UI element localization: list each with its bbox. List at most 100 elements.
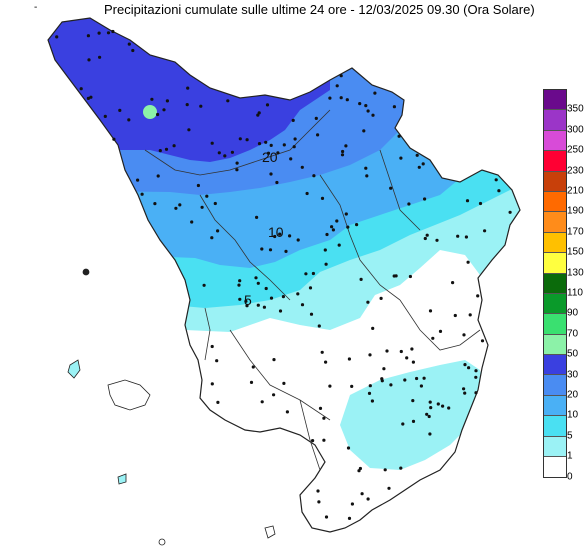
weather-station-dot bbox=[136, 178, 140, 182]
weather-station-dot bbox=[508, 210, 512, 214]
weather-station-dot bbox=[428, 400, 432, 404]
islands bbox=[67, 268, 276, 546]
weather-station-dot bbox=[397, 134, 401, 138]
weather-station-dot bbox=[431, 336, 435, 340]
weather-station-dot bbox=[382, 367, 386, 371]
weather-station-dot bbox=[419, 384, 423, 388]
island-pianosa bbox=[117, 473, 127, 485]
weather-station-dot bbox=[324, 262, 328, 266]
weather-station-dot bbox=[322, 438, 326, 442]
weather-station-dot bbox=[156, 174, 160, 178]
weather-station-dot bbox=[254, 276, 258, 280]
weather-station-dot bbox=[441, 404, 445, 408]
weather-station-dot bbox=[346, 225, 350, 229]
weather-station-dot bbox=[463, 363, 467, 367]
weather-station-dot bbox=[288, 234, 292, 238]
legend-swatch bbox=[544, 416, 566, 437]
weather-station-dot bbox=[196, 183, 200, 188]
legend-swatch bbox=[544, 395, 566, 417]
weather-station-dot bbox=[335, 219, 339, 223]
legend-swatch bbox=[544, 293, 566, 315]
legend-tick-label: 90 bbox=[567, 307, 579, 319]
weather-station-dot bbox=[256, 303, 260, 307]
weather-station-dot bbox=[368, 384, 372, 388]
legend-swatch bbox=[544, 151, 566, 172]
legend-swatch bbox=[544, 314, 566, 335]
weather-station-dot bbox=[269, 296, 274, 300]
weather-station-dot bbox=[103, 114, 107, 118]
map-title: Precipitazioni cumulate sulle ultime 24 … bbox=[104, 2, 535, 17]
weather-station-dot bbox=[266, 151, 271, 155]
weather-station-dot bbox=[257, 142, 262, 146]
band-1-5mm-south bbox=[340, 360, 485, 470]
weather-station-dot bbox=[339, 74, 343, 78]
island-giannutri bbox=[158, 538, 166, 546]
weather-station-dot bbox=[337, 243, 341, 247]
weather-station-dot bbox=[293, 137, 297, 141]
weather-station-dot bbox=[456, 234, 460, 238]
weather-station-dot bbox=[392, 105, 396, 109]
weather-station-dot bbox=[86, 96, 90, 100]
weather-station-dot bbox=[272, 393, 276, 397]
weather-station-dot bbox=[401, 422, 405, 426]
weather-station-dot bbox=[289, 157, 293, 161]
weather-station-dot bbox=[318, 406, 323, 410]
weather-station-dot bbox=[347, 516, 352, 521]
weather-station-dot bbox=[328, 384, 332, 388]
weather-station-dot bbox=[237, 283, 241, 287]
weather-station-dot bbox=[324, 515, 329, 519]
province-borders bbox=[144, 109, 481, 471]
weather-station-dot bbox=[312, 174, 316, 178]
weather-station-dot bbox=[335, 84, 339, 88]
weather-station-dot bbox=[97, 31, 101, 35]
weather-station-dot bbox=[316, 489, 320, 493]
weather-station-dot bbox=[284, 249, 288, 253]
weather-station-dot bbox=[474, 369, 478, 373]
legend-swatch bbox=[544, 212, 566, 233]
weather-station-dot bbox=[200, 205, 204, 209]
weather-station-dot bbox=[235, 168, 239, 172]
weather-station-dot bbox=[300, 303, 305, 307]
weather-station-dot bbox=[317, 324, 321, 328]
legend-swatch bbox=[544, 110, 566, 131]
weather-station-dot bbox=[474, 375, 478, 379]
weather-station-dot bbox=[311, 439, 315, 443]
weather-station-dot bbox=[216, 400, 220, 404]
weather-station-dot bbox=[272, 358, 276, 362]
weather-station-dot bbox=[174, 206, 178, 210]
weather-station-dot bbox=[464, 235, 468, 239]
legend-tick-label: 20 bbox=[567, 389, 579, 401]
weather-station-dot bbox=[322, 416, 326, 420]
weather-station-dot bbox=[178, 203, 182, 207]
weather-station-dot bbox=[205, 194, 209, 198]
weather-station-dot bbox=[292, 145, 296, 149]
weather-station-dot bbox=[474, 391, 478, 395]
contour-label-5: 5 bbox=[244, 292, 252, 308]
legend-swatch bbox=[544, 130, 566, 152]
legend-tick-label: 350 bbox=[567, 103, 584, 115]
weather-station-dot bbox=[405, 356, 409, 360]
legend-swatch bbox=[544, 232, 566, 254]
weather-station-dot bbox=[249, 380, 254, 384]
weather-station-dot bbox=[190, 220, 194, 224]
weather-station-dot bbox=[328, 96, 332, 100]
weather-station-dot bbox=[331, 228, 335, 232]
weather-station-dot bbox=[150, 97, 154, 101]
legend-swatch bbox=[544, 191, 566, 213]
weather-station-dot bbox=[210, 141, 214, 145]
weather-station-dot bbox=[210, 236, 214, 240]
weather-station-dot bbox=[383, 468, 387, 472]
weather-station-dot bbox=[245, 304, 249, 308]
weather-station-dot bbox=[462, 387, 466, 391]
weather-station-dot bbox=[210, 344, 214, 349]
weather-station-dot bbox=[346, 446, 351, 450]
legend-swatch bbox=[544, 457, 566, 478]
station-dots bbox=[55, 29, 512, 521]
weather-station-dot bbox=[260, 400, 264, 404]
weather-station-dot bbox=[497, 189, 501, 193]
weather-station-dot bbox=[309, 312, 314, 316]
weather-station-dot bbox=[165, 99, 169, 103]
weather-station-dot bbox=[389, 383, 393, 387]
weather-station-dot bbox=[387, 486, 391, 490]
